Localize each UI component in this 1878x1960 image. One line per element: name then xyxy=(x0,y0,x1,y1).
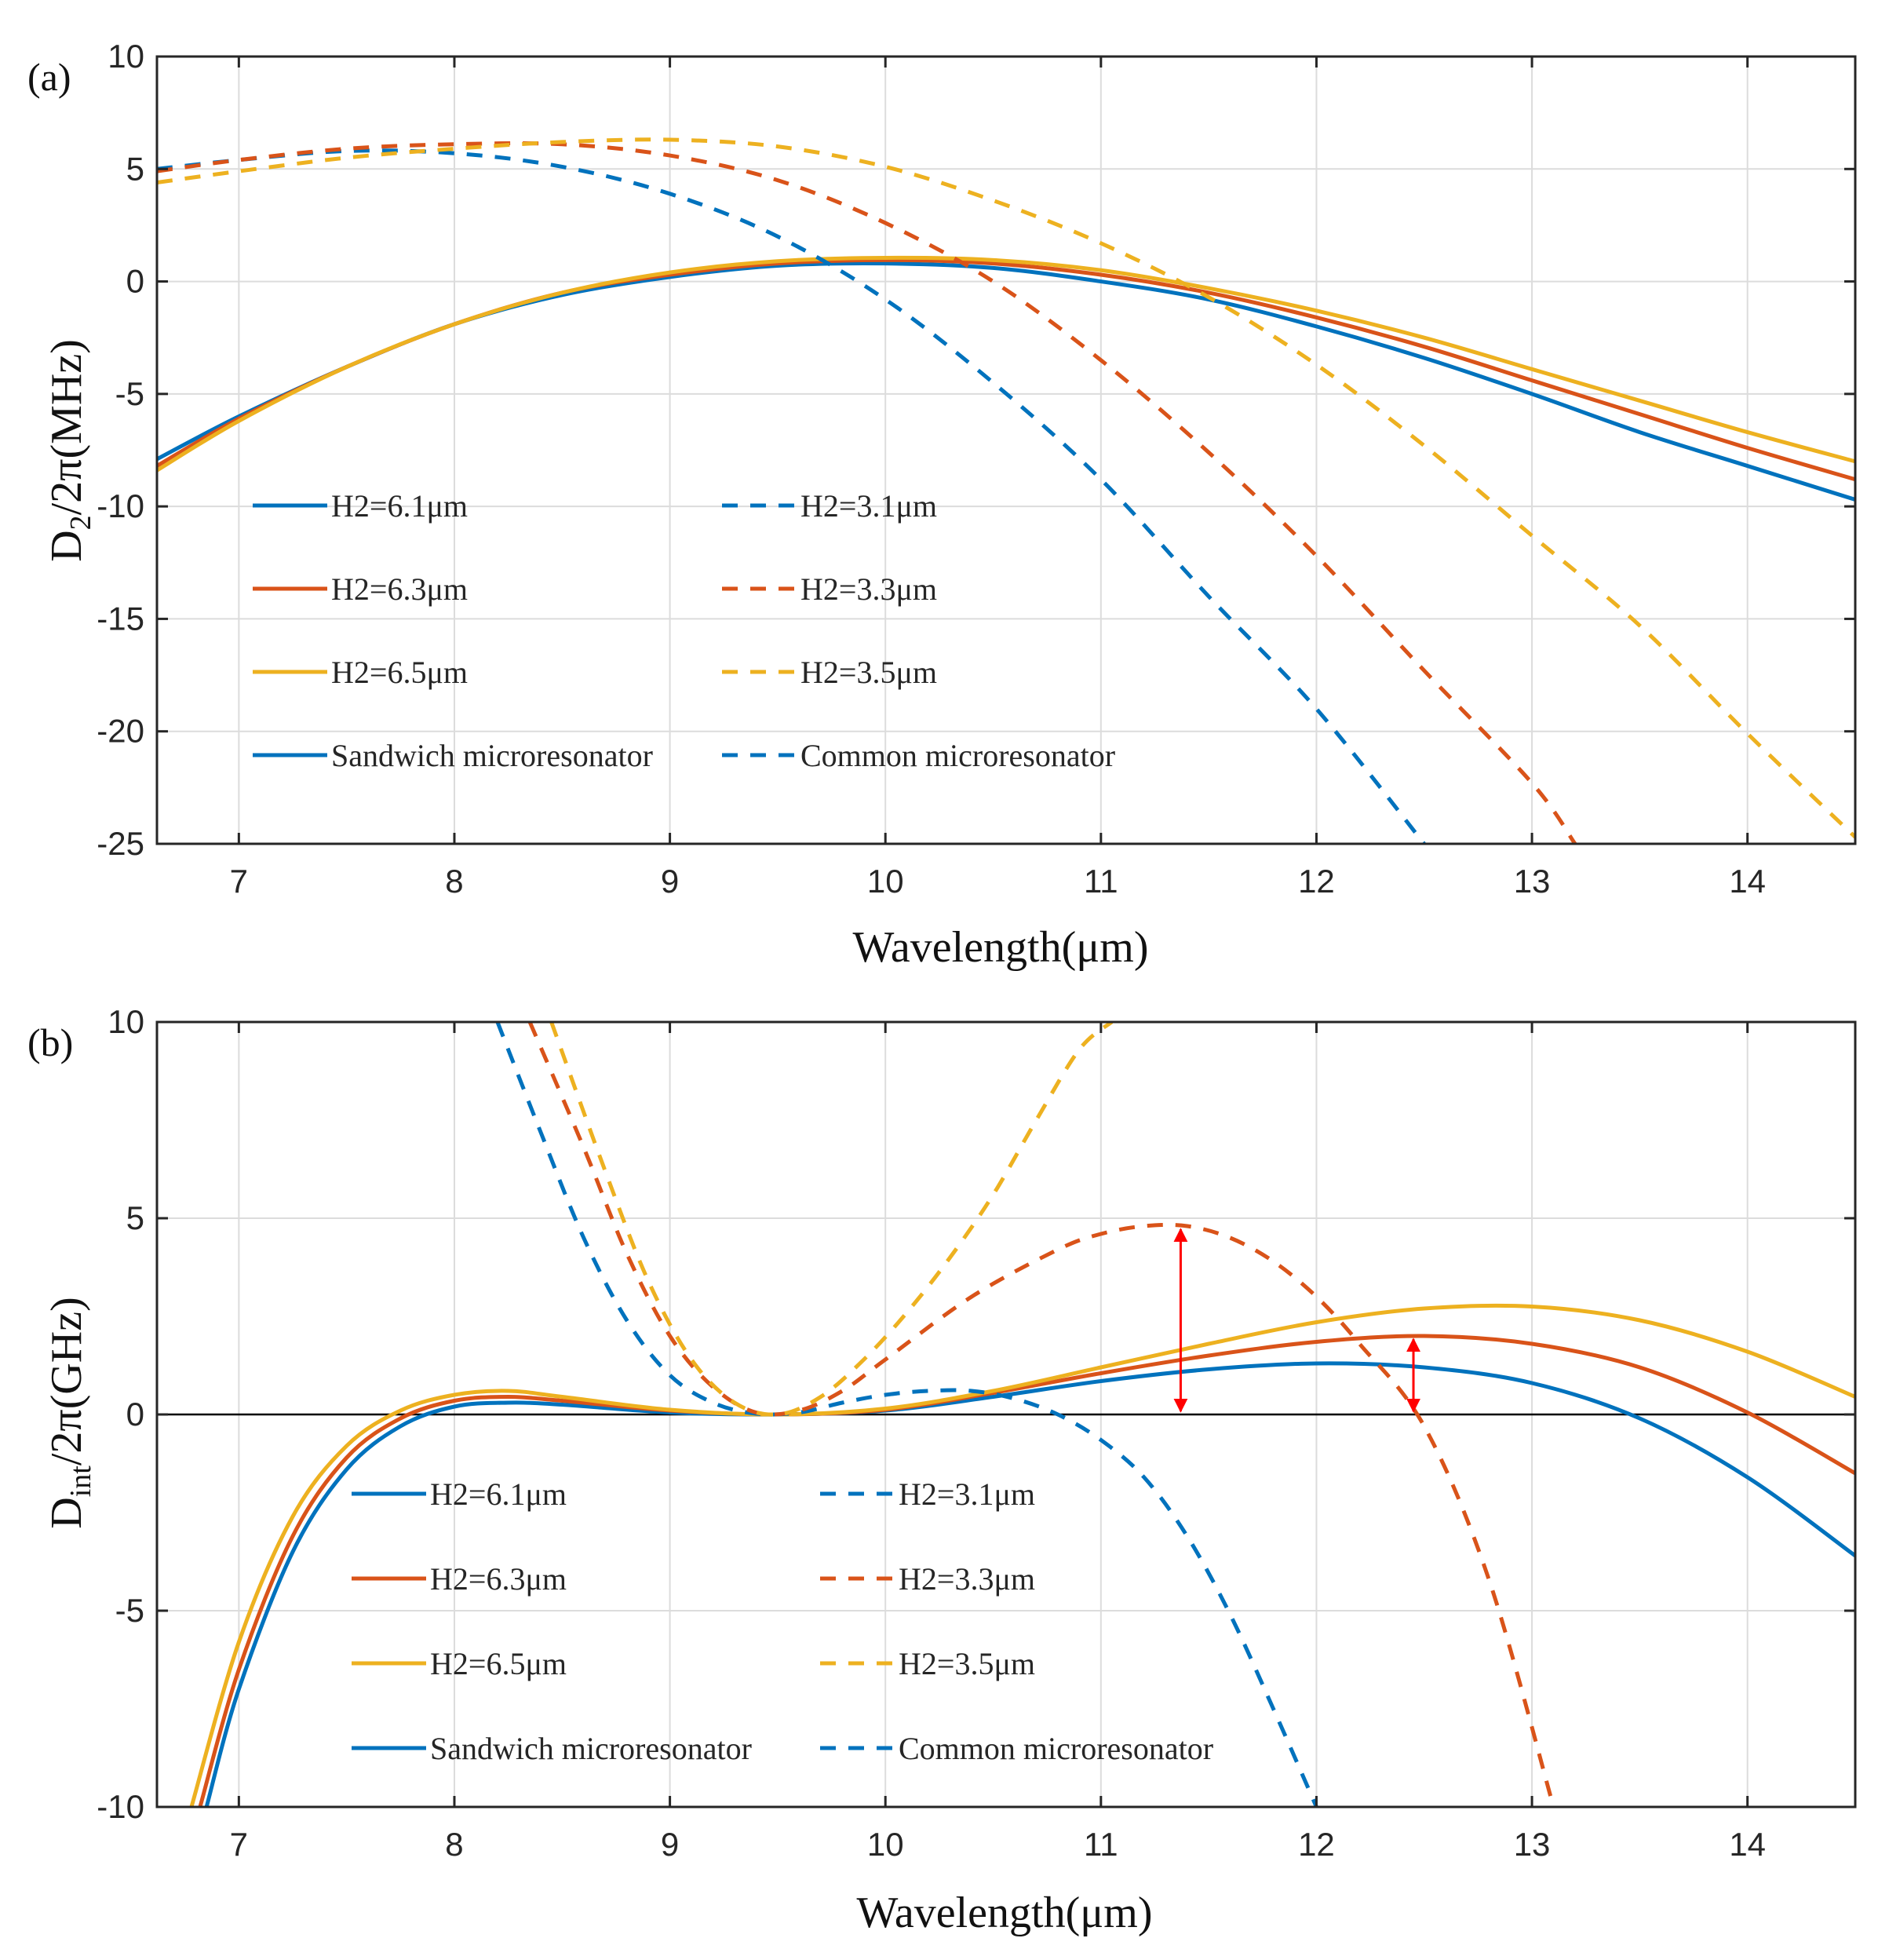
series-line-h23.5m-dashed xyxy=(549,1022,1114,1417)
chart-b: 7 8 9 10 11 12 13 14 10 5 0 -5 -10 H2=6.1μm H2=3.1μm… xyxy=(27,1003,1857,1937)
chart-b-xlabel: Wavelength(μm) xyxy=(857,1889,1153,1937)
legend-label: H2=3.3μm xyxy=(800,571,937,607)
x-tick-label: 8 xyxy=(445,863,463,900)
series-line-h23.1m-dashed xyxy=(495,1022,1318,1807)
x-tick-label: 9 xyxy=(661,863,679,900)
x-tick-label: 7 xyxy=(230,863,248,900)
y-tick-label: 0 xyxy=(126,1396,144,1433)
chart-b-xticks: 7 8 9 10 11 12 13 14 xyxy=(230,1022,1766,1863)
series-line-h26.1m-solid xyxy=(157,261,1855,502)
x-tick-label: 14 xyxy=(1729,1826,1766,1863)
chart-a-xticks: 7 8 9 10 11 12 13 14 xyxy=(230,57,1766,900)
y-tick-label: -25 xyxy=(97,825,144,862)
legend-label: H2=6.5μm xyxy=(331,655,468,690)
y-tick-label: 10 xyxy=(108,1003,144,1040)
chart-a-yticks: 10 5 0 -5 -10 -15 -20 -25 xyxy=(97,38,1855,862)
series-line-h23.5m-dashed xyxy=(157,137,1855,839)
chart-b-yticks: 10 5 0 -5 -10 xyxy=(97,1003,1855,1825)
y-tick-label: -5 xyxy=(115,375,144,412)
series-line-h23.3m-dashed xyxy=(527,1022,1555,1807)
series-line-h26.5m-solid xyxy=(189,1303,1855,1807)
x-tick-label: 12 xyxy=(1298,1826,1335,1863)
x-tick-label: 7 xyxy=(230,1826,248,1863)
chart-a-grid xyxy=(157,56,1855,845)
chart-a-panel-label: (a) xyxy=(27,55,71,99)
chart-b-series xyxy=(189,1022,1855,1807)
x-tick-label: 13 xyxy=(1514,863,1551,900)
x-tick-label: 11 xyxy=(1084,863,1118,900)
chart-b-panel-label: (b) xyxy=(27,1020,73,1064)
y-tick-label: -20 xyxy=(97,713,144,750)
chart-b-legend: H2=6.1μm H2=3.1μm H2=6.3μm H2=3.3μm H2=6.5μm… xyxy=(352,1476,1213,1766)
chart-b-arrows xyxy=(1173,1228,1421,1413)
legend-label: H2=6.3μm xyxy=(430,1561,567,1597)
chart-a-ylabel: D2/2π(MHz) xyxy=(42,339,97,562)
legend-label: H2=6.3μm xyxy=(331,571,468,607)
x-tick-label: 14 xyxy=(1729,863,1766,900)
y-tick-label: -10 xyxy=(97,487,144,524)
x-tick-label: 13 xyxy=(1514,1826,1551,1863)
legend-label: Common microresonator xyxy=(899,1731,1213,1766)
legend-label: H2=3.5μm xyxy=(899,1646,1035,1681)
legend-label: Sandwich microresonator xyxy=(430,1731,752,1766)
legend-label: H2=6.5μm xyxy=(430,1646,567,1681)
x-tick-label: 9 xyxy=(661,1826,679,1863)
chart-a-legend: H2=6.1μm H2=3.1μm H2=6.3μm H2=3.3μm H2=6.5μm… xyxy=(253,488,1115,773)
legend-label: H2=3.5μm xyxy=(800,655,937,690)
y-tick-label: 10 xyxy=(108,38,144,75)
chart-b-ylabel: Dint/2π(GHz) xyxy=(42,1297,97,1528)
y-tick-label: -15 xyxy=(97,600,144,637)
legend-label: H2=3.1μm xyxy=(899,1476,1035,1512)
x-tick-label: 10 xyxy=(867,1826,904,1863)
series-line-h26.5m-solid xyxy=(157,255,1855,473)
x-tick-label: 10 xyxy=(867,863,904,900)
y-tick-label: -10 xyxy=(97,1788,144,1825)
legend-label: H2=3.3μm xyxy=(899,1561,1035,1597)
legend-label: Common microresonator xyxy=(800,738,1115,773)
y-tick-label: 5 xyxy=(126,150,144,187)
legend-label: H2=6.1μm xyxy=(331,488,468,524)
x-tick-label: 12 xyxy=(1298,863,1335,900)
y-tick-label: -5 xyxy=(115,1592,144,1629)
series-line-h23.1m-dashed xyxy=(157,148,1426,844)
chart-a-frame xyxy=(155,55,1857,845)
legend-label: H2=6.1μm xyxy=(430,1476,567,1512)
chart-a-xlabel: Wavelength(μm) xyxy=(853,923,1149,972)
y-tick-label: 5 xyxy=(126,1199,144,1236)
series-line-h26.3m-solid xyxy=(157,257,1855,482)
x-tick-label: 11 xyxy=(1084,1826,1118,1863)
legend-label: Sandwich microresonator xyxy=(331,738,653,773)
y-tick-label: 0 xyxy=(126,263,144,300)
legend-label: H2=3.1μm xyxy=(800,488,937,524)
x-tick-label: 8 xyxy=(445,1826,463,1863)
chart-a-series xyxy=(157,137,1855,844)
series-line-h23.3m-dashed xyxy=(157,141,1577,844)
chart-a: 7 8 9 10 11 12 13 14 10 5 0 -5 -10 -15 -20 -25 H2=6.1μ… xyxy=(27,38,1857,972)
